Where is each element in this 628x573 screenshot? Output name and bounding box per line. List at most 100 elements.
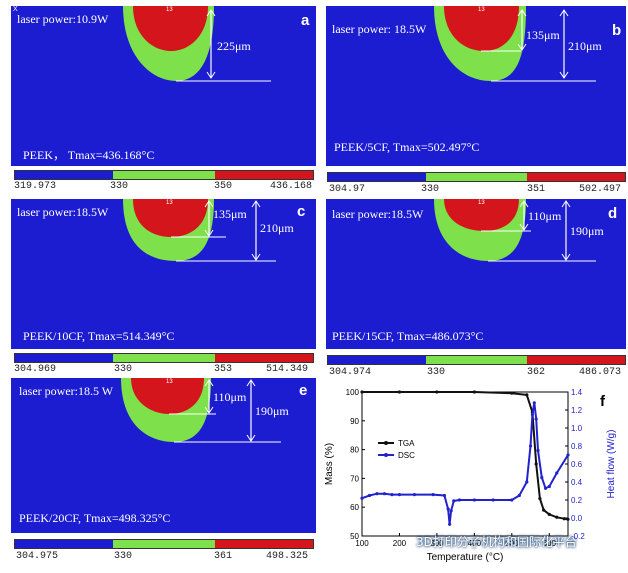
tick-min: 304.969	[14, 364, 57, 375]
x-tick-label: 100	[355, 539, 369, 548]
legend-label-tga: TGA	[398, 439, 415, 448]
tick-min: 304.97	[329, 184, 366, 195]
node-label: 13	[478, 200, 485, 206]
dsc-point	[491, 498, 495, 502]
panel-e: 13 laser power:18.5 W e 110μm 190μm PEEK…	[11, 378, 316, 533]
tick-max: 486.073	[579, 367, 622, 378]
panel-letter: c	[297, 203, 306, 220]
tick-1: 330	[114, 364, 133, 375]
tga-point	[510, 391, 514, 395]
depth-label-2: 190μm	[570, 224, 604, 238]
panel-letter: b	[612, 22, 622, 39]
tick-1: 330	[114, 551, 133, 562]
material-label: PEEK/15CF, Tmax=486.073°C	[332, 329, 484, 343]
x-tick-label: 400	[468, 539, 482, 548]
dsc-point	[528, 444, 533, 448]
y2-tick-label: 0.0	[571, 514, 583, 523]
tga-point	[397, 390, 402, 394]
depth-label-2: 210μm	[568, 39, 602, 53]
legend-marker-dsc	[384, 453, 388, 457]
dsc-point	[446, 507, 450, 511]
dsc-point	[540, 475, 544, 480]
node-label: 13	[166, 379, 173, 385]
dsc-point	[532, 401, 536, 405]
material-label: PEEK/10CF, Tmax=514.349°C	[23, 329, 175, 343]
laser-power-label: laser power: 18.5W	[332, 22, 427, 36]
panel-c: 13 laser power:18.5W c 135μm 210μm PEEK/…	[11, 199, 316, 349]
tick-max: 502.497	[579, 184, 622, 195]
tick-2: 361	[214, 551, 233, 562]
y-tick-label: 90	[350, 417, 359, 426]
tick-max: 498.325	[266, 551, 309, 562]
dsc-point	[525, 480, 529, 484]
tga-dsc-chart: 100 200 300 400 500 600 50 60 70 80 90 100 -0.2 0.0 0.…	[318, 378, 626, 570]
tick-2: 353	[214, 364, 233, 375]
temp-colorbar-b	[327, 172, 626, 182]
y2-tick-label: 0.6	[571, 460, 583, 469]
dsc-point	[448, 522, 452, 526]
dsc-point	[449, 509, 453, 513]
dsc-point	[510, 498, 514, 502]
y-tick-label: 80	[350, 446, 359, 455]
dsc-point	[431, 493, 435, 497]
dsc-point	[360, 496, 364, 500]
chart-background	[318, 378, 626, 570]
tick-1: 330	[421, 184, 440, 195]
dsc-point	[472, 498, 476, 502]
temp-colorbar-a	[14, 170, 314, 180]
y-tick-label: 100	[346, 388, 360, 397]
y-axis-label: Mass (%)	[324, 443, 335, 485]
dsc-point	[530, 412, 535, 417]
y-tick-label: 50	[350, 532, 359, 541]
panel-letter: e	[299, 382, 308, 399]
panel-letter-f: f	[600, 393, 606, 410]
y-tick-label: 70	[350, 474, 359, 483]
tga-point	[547, 512, 551, 516]
material-label: PEEK/20CF, Tmax=498.325°C	[19, 511, 171, 525]
colorbar-ticks-b: 304.97 330 351 502.497	[327, 184, 626, 196]
tga-point	[538, 496, 542, 501]
y2-tick-label: 1.4	[571, 388, 583, 397]
y-tick-label: 60	[350, 503, 359, 512]
tick-min: 304.975	[16, 551, 59, 562]
colorbar-ticks-e: 304.975 330 361 498.325	[14, 551, 314, 563]
depth-label-1: 110μm	[528, 209, 562, 223]
axis-corner: X	[13, 6, 18, 13]
tick-2: 351	[527, 184, 546, 195]
melt-pool-b	[434, 6, 596, 82]
laser-power-label: laser power:10.9W	[17, 12, 109, 26]
tick-1: 330	[110, 181, 129, 192]
tga-point	[566, 517, 570, 521]
y2-tick-label: 0.4	[571, 478, 583, 487]
dsc-point	[517, 493, 521, 498]
dsc-point	[547, 484, 551, 489]
colorbar-ticks-d: 304.974 330 362 486.073	[327, 367, 626, 379]
dsc-point	[397, 493, 402, 497]
y2-tick-label: 1.2	[571, 406, 583, 415]
temp-colorbar-c	[14, 353, 314, 363]
panel-letter: a	[301, 12, 310, 29]
tga-point	[542, 508, 546, 512]
material-label: PEEK/5CF, Tmax=502.497°C	[334, 140, 480, 154]
x-tick-label: 600	[543, 539, 557, 548]
dsc-point	[452, 499, 456, 503]
panel-d: 13 laser power:18.5W d 110μm 190μm PEEK/…	[326, 199, 626, 349]
y2-tick-label: 1.0	[571, 424, 583, 433]
laser-power-label: laser power:18.5W	[17, 205, 109, 219]
node-label: 13	[166, 200, 173, 206]
tick-max: 514.349	[266, 364, 309, 375]
dsc-point	[442, 493, 446, 498]
legend-marker-tga	[384, 441, 388, 445]
tga-point	[555, 515, 559, 519]
depth-label-1: 110μm	[213, 390, 247, 404]
panel-letter: d	[608, 205, 618, 222]
dsc-point	[543, 486, 548, 490]
tga-point	[360, 390, 364, 394]
tga-point	[435, 390, 439, 394]
tick-1: 330	[427, 367, 446, 378]
tga-point	[472, 390, 476, 394]
x-tick-label: 500	[505, 539, 519, 548]
tga-point	[534, 462, 538, 466]
watermark: 3D打印分子机构和国际化平台	[416, 535, 577, 549]
melt-pool-c	[123, 199, 276, 262]
